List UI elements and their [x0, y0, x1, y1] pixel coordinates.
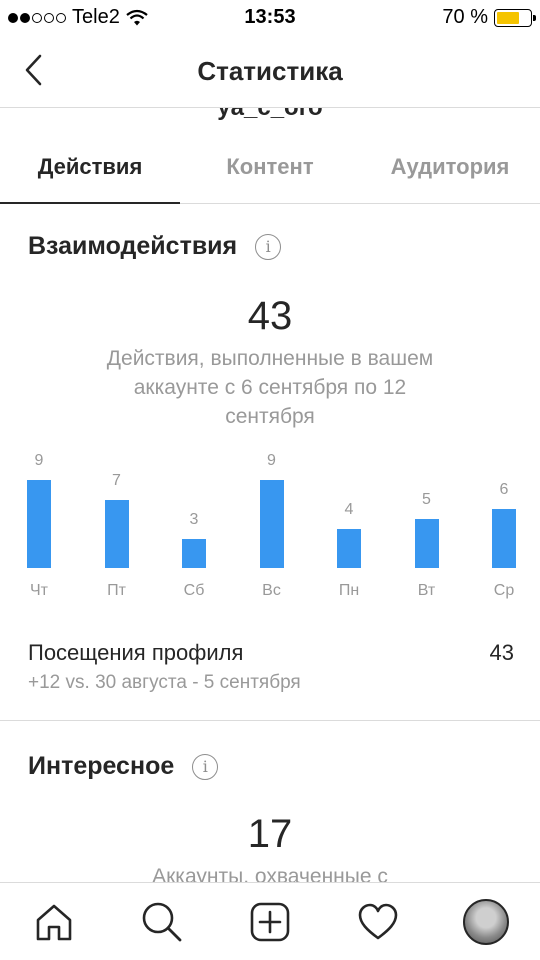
interactions-heading: Взаимодействия i [28, 232, 282, 261]
profile-visits-value: 43 [489, 640, 514, 665]
chart-bar-group: 9 Чт [9, 448, 69, 608]
chart-day-label: Чт [30, 582, 48, 599]
home-icon [36, 904, 72, 940]
bottom-tab-bar [0, 882, 540, 960]
chart-value-label: 9 [34, 452, 44, 469]
chart-value-label: 3 [189, 510, 199, 528]
back-button[interactable] [20, 52, 50, 88]
nav-bar: Статистика [0, 36, 540, 108]
signal-strength-icon [8, 12, 66, 23]
chart-bar [492, 509, 516, 568]
activity-button[interactable] [348, 892, 408, 952]
interactions-total: 43 [247, 294, 293, 338]
info-icon[interactable]: i [192, 753, 219, 780]
interactions-bar-chart: 9 Чт 7 Пт 3 Сб 9 Вс 4 Пн 5 Вт 6 Ср [0, 448, 540, 608]
avatar [463, 898, 509, 945]
profile-visits-label: Посещения профиля [28, 640, 244, 665]
tab-actions[interactable]: Действия [0, 130, 180, 204]
chart-value-label: 4 [344, 500, 354, 518]
discovery-total: 17 [247, 812, 293, 856]
profile-visits-delta: +12 vs. 30 августа - 5 сентября [28, 672, 301, 693]
tab-audience[interactable]: Аудитория [390, 153, 510, 179]
chart-bar-group: 6 Ср [474, 448, 534, 608]
chart-bar-group: 3 Сб [164, 448, 224, 608]
chart-bar [27, 480, 51, 568]
chevron-left-icon [25, 54, 42, 86]
chart-value-label: 6 [499, 481, 509, 499]
chart-day-label: Вс [262, 582, 281, 599]
discovery-heading: Интересное i [28, 752, 219, 781]
chart-day-label: Сб [183, 582, 205, 599]
status-bar: Tele2 13:53 70 % [0, 0, 540, 36]
tab-bar: Действия Контент Аудитория [0, 130, 540, 204]
interactions-caption: Действия, выполненные в вашем аккаунте с… [106, 347, 434, 428]
profile-button[interactable] [456, 892, 516, 952]
add-icon [250, 902, 290, 941]
chart-day-label: Пт [107, 582, 126, 599]
chart-value-label: 5 [422, 491, 431, 509]
heart-icon [358, 903, 398, 939]
interactions-title: Взаимодействия [28, 232, 238, 260]
chart-value-label: 9 [267, 452, 276, 469]
chart-day-label: Ср [493, 582, 515, 599]
chart-bar-group: 9 Вс [242, 448, 302, 608]
chart-bar [414, 519, 439, 568]
info-icon[interactable]: i [255, 233, 282, 260]
chart-bar [337, 528, 361, 568]
chart-bar-group: 5 Вт [397, 448, 457, 608]
battery-percent: 70 % [442, 6, 488, 28]
discovery-title: Интересное [28, 752, 175, 780]
chart-bar [182, 538, 206, 568]
new-post-button[interactable] [240, 892, 300, 952]
search-icon [142, 902, 182, 941]
section-divider [0, 720, 540, 721]
search-button[interactable] [132, 892, 192, 952]
profile-visits-row: Посещения профиля 43 +12 vs. 30 августа … [28, 640, 514, 694]
tab-content[interactable]: Контент [226, 153, 314, 179]
chart-bar-group: 7 Пт [87, 448, 147, 608]
home-button[interactable] [24, 892, 84, 952]
chart-day-label: Вт [417, 582, 436, 599]
clock: 13:53 [244, 6, 296, 28]
wifi-icon [126, 9, 148, 25]
chart-bar [104, 499, 129, 568]
carrier-label: Tele2 [72, 6, 120, 28]
battery-icon [494, 8, 536, 27]
chart-bar-group: 4 Пн [319, 448, 379, 608]
page-title: Статистика [197, 56, 343, 86]
chart-bar [259, 480, 284, 568]
chart-value-label: 7 [112, 471, 121, 489]
chart-day-label: Пн [338, 582, 360, 599]
